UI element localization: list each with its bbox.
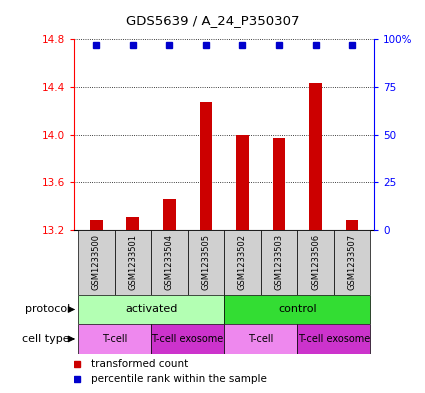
Bar [261,230,297,295]
Bar [236,134,249,230]
Text: GSM1233506: GSM1233506 [311,234,320,290]
Bar [224,295,370,324]
Text: GSM1233507: GSM1233507 [348,234,357,290]
Bar [224,324,297,354]
Bar [127,217,139,230]
Bar [151,230,188,295]
Bar [78,295,224,324]
Text: GSM1233501: GSM1233501 [128,234,137,290]
Bar [163,199,176,230]
Bar [188,230,224,295]
Text: cell type: cell type [23,334,70,344]
Bar [78,324,151,354]
Text: protocol: protocol [25,305,70,314]
Bar [346,220,358,230]
Text: T-cell exosome: T-cell exosome [152,334,224,344]
Text: T-cell: T-cell [248,334,273,344]
Bar [309,83,322,230]
Text: GSM1233500: GSM1233500 [92,234,101,290]
Bar [272,138,286,230]
Bar [199,103,212,230]
Bar [115,230,151,295]
Text: T-cell exosome: T-cell exosome [298,334,370,344]
Text: control: control [278,305,317,314]
Text: transformed count: transformed count [91,358,188,369]
Text: GSM1233502: GSM1233502 [238,234,247,290]
Bar [297,324,370,354]
Bar [90,220,103,230]
Bar [224,230,261,295]
Bar [151,324,224,354]
Text: percentile rank within the sample: percentile rank within the sample [91,374,267,384]
Bar [297,230,334,295]
Bar [334,230,370,295]
Bar [78,230,115,295]
Text: GSM1233505: GSM1233505 [201,234,210,290]
Text: activated: activated [125,305,177,314]
Text: GDS5639 / A_24_P350307: GDS5639 / A_24_P350307 [126,15,299,28]
Text: GSM1233504: GSM1233504 [165,234,174,290]
Text: GSM1233503: GSM1233503 [275,234,283,290]
Text: T-cell: T-cell [102,334,127,344]
